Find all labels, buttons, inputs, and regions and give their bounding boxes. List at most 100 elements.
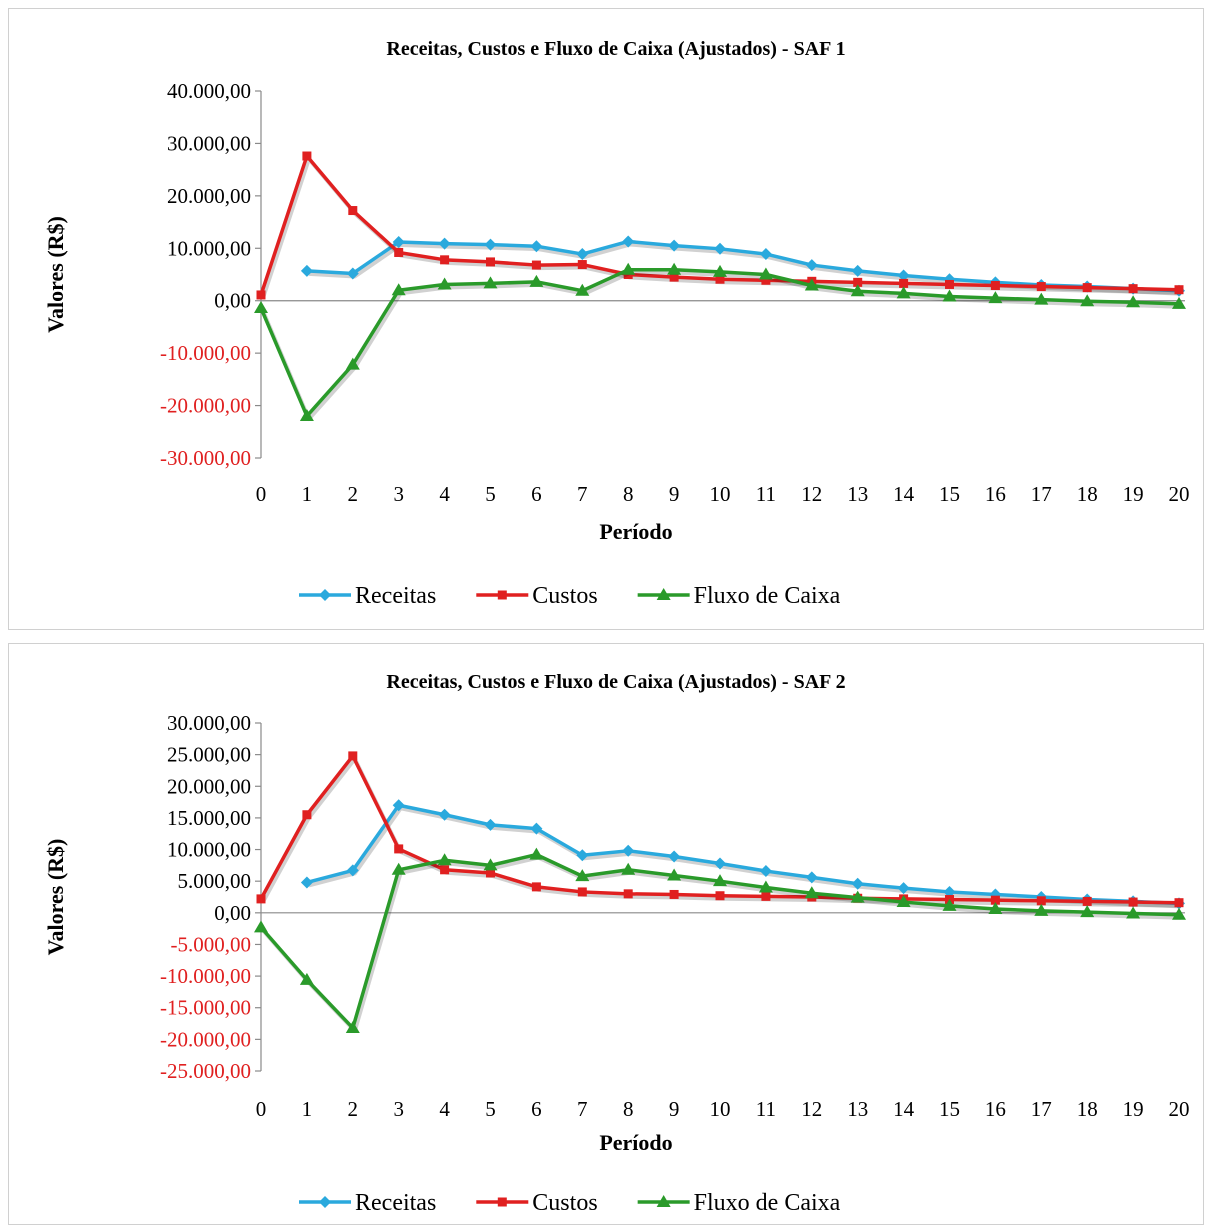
data-point [483, 276, 498, 289]
data-point [345, 357, 360, 370]
legend-marker [656, 588, 671, 600]
data-point [759, 248, 772, 261]
y-tick-label: -5.000,00 [171, 932, 252, 956]
data-point [391, 862, 406, 875]
data-point [667, 868, 682, 881]
data-point [391, 283, 406, 296]
y-tick-label: -10.000,00 [160, 341, 251, 365]
data-point [346, 267, 359, 280]
data-point [529, 847, 544, 860]
y-axis-label: Valores (R$) [43, 839, 68, 956]
legend-item: Custos [476, 1190, 598, 1216]
data-point [1172, 296, 1186, 309]
data-point [851, 264, 864, 277]
data-point [850, 890, 865, 903]
x-tick-label: 6 [531, 1097, 542, 1121]
legend-label: Custos [532, 583, 597, 609]
series-line [306, 239, 1180, 293]
data-point [715, 274, 725, 284]
y-tick-label: 30.000,00 [167, 711, 251, 735]
data-point [394, 844, 404, 854]
data-point [254, 301, 268, 314]
data-point [621, 262, 636, 275]
data-point [437, 277, 452, 290]
data-point [668, 239, 681, 252]
x-tick-label: 20 [1169, 482, 1190, 506]
data-point [990, 895, 1000, 905]
legend-marker [497, 1197, 507, 1207]
data-point [1174, 285, 1184, 295]
x-tick-label: 3 [393, 482, 404, 506]
data-point [989, 888, 1002, 901]
data-point [345, 1020, 360, 1033]
x-tick-label: 16 [985, 482, 1006, 506]
x-tick-label: 20 [1169, 1097, 1190, 1121]
data-point [1126, 906, 1141, 919]
y-tick-label: 20.000,00 [167, 184, 251, 208]
data-point [348, 751, 358, 761]
y-tick-label: 5.000,00 [178, 869, 252, 893]
x-tick-label: 12 [801, 482, 822, 506]
data-point [804, 278, 819, 291]
legend-item: Custos [476, 583, 598, 609]
series-receitas [300, 799, 1185, 910]
y-tick-label: -20.000,00 [160, 1027, 251, 1051]
data-point [623, 889, 633, 899]
legend-label: Fluxo de Caixa [694, 583, 841, 609]
x-tick-label: 5 [485, 1097, 496, 1121]
series-custos [256, 751, 1184, 908]
y-tick-label: 20.000,00 [167, 774, 251, 798]
x-tick-label: 14 [893, 482, 915, 506]
data-point [529, 274, 544, 287]
x-tick-label: 6 [531, 482, 542, 506]
legend-item: Receitas [299, 583, 436, 609]
data-point [758, 267, 773, 280]
y-tick-label: -30.000,00 [160, 446, 251, 470]
data-point [805, 259, 818, 272]
data-point [669, 272, 679, 282]
x-tick-label: 12 [801, 1097, 822, 1121]
x-tick-label: 15 [939, 482, 960, 506]
data-point [577, 260, 587, 270]
data-point [899, 278, 909, 288]
data-point [575, 283, 590, 296]
data-point [943, 885, 956, 898]
data-point [254, 920, 268, 933]
data-point [851, 877, 864, 890]
data-point [392, 235, 405, 248]
data-point [667, 262, 682, 275]
chart-title: Receitas, Custos e Fluxo de Caixa (Ajust… [386, 38, 845, 60]
legend-marker [319, 589, 331, 601]
x-tick-label: 18 [1077, 1097, 1098, 1121]
legend-item: Fluxo de Caixa [637, 583, 841, 609]
data-point [302, 810, 312, 820]
x-tick-label: 17 [1031, 1097, 1052, 1121]
legend-marker [497, 590, 507, 600]
data-point [1174, 898, 1184, 908]
data-point [942, 898, 957, 911]
data-point [530, 822, 543, 835]
data-point [531, 260, 541, 270]
data-point [942, 289, 957, 302]
x-tick-label: 19 [1123, 1097, 1144, 1121]
series-custos [256, 151, 1184, 300]
y-tick-label: 10.000,00 [167, 838, 251, 862]
x-tick-label: 0 [256, 1097, 267, 1121]
x-tick-label: 1 [302, 1097, 313, 1121]
data-point [804, 886, 819, 899]
data-point [300, 264, 313, 277]
data-point [484, 238, 497, 251]
x-tick-label: 3 [393, 1097, 404, 1121]
y-tick-label: 30.000,00 [167, 131, 251, 155]
data-point [577, 887, 587, 897]
data-point [988, 291, 1003, 304]
x-tick-label: 11 [756, 1097, 776, 1121]
data-point [1128, 897, 1138, 907]
x-tick-label: 9 [669, 1097, 680, 1121]
data-point [713, 264, 727, 277]
y-tick-label: 25.000,00 [167, 743, 251, 767]
data-point [1036, 282, 1046, 292]
y-tick-label: 0,00 [214, 289, 251, 313]
x-tick-label: 4 [439, 482, 450, 506]
x-tick-label: 10 [710, 482, 731, 506]
